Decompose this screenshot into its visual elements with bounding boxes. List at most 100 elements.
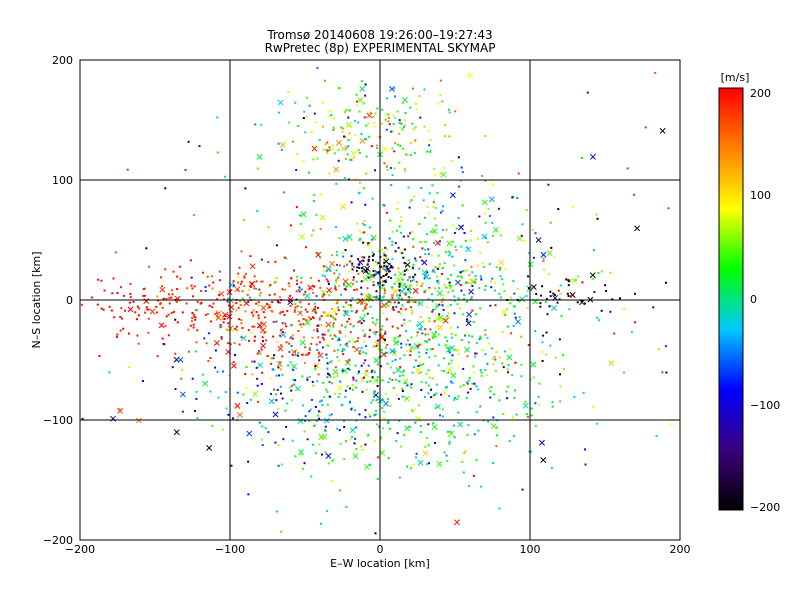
data-point	[253, 325, 256, 328]
data-point	[347, 145, 350, 148]
data-point-cross	[304, 319, 311, 326]
data-point	[244, 373, 247, 375]
data-point	[291, 439, 294, 442]
data-point	[147, 317, 150, 320]
data-point	[333, 334, 336, 337]
data-point	[341, 130, 344, 133]
data-point	[434, 442, 436, 444]
data-point	[419, 241, 422, 243]
data-point	[337, 396, 340, 398]
data-point	[282, 331, 284, 333]
data-point	[483, 288, 486, 291]
data-point	[412, 463, 415, 466]
data-point	[630, 331, 633, 334]
data-point	[375, 409, 378, 412]
data-point	[348, 317, 351, 320]
data-point	[518, 316, 521, 319]
data-point	[325, 357, 328, 360]
data-point	[534, 330, 537, 333]
data-point	[352, 378, 355, 381]
data-point	[330, 114, 333, 116]
data-point	[464, 450, 467, 452]
data-point	[256, 352, 259, 355]
data-point	[385, 211, 388, 214]
data-point	[421, 282, 424, 285]
data-point	[508, 440, 511, 443]
data-point	[402, 305, 405, 308]
data-point	[273, 281, 276, 284]
data-point-cross	[143, 298, 150, 305]
data-point	[332, 458, 335, 461]
data-point	[351, 283, 354, 286]
data-point	[445, 286, 448, 289]
data-point	[390, 266, 392, 269]
data-point	[551, 401, 554, 404]
data-point	[372, 121, 375, 124]
data-point	[654, 71, 657, 74]
data-point	[394, 95, 396, 98]
data-point	[313, 285, 316, 288]
data-point-cross	[481, 199, 488, 206]
data-point	[398, 375, 401, 377]
data-point	[294, 303, 297, 305]
data-point	[404, 119, 407, 122]
data-point	[262, 311, 265, 314]
data-point	[451, 336, 454, 339]
data-point	[507, 385, 510, 388]
data-point	[360, 286, 363, 289]
data-point	[475, 342, 478, 345]
data-point	[252, 315, 255, 318]
data-point	[428, 317, 431, 320]
data-point	[403, 354, 406, 357]
data-point	[246, 402, 249, 404]
data-point	[335, 269, 338, 272]
data-point	[102, 308, 105, 311]
data-point	[401, 278, 404, 281]
data-point	[414, 126, 417, 129]
data-point-cross	[395, 276, 402, 283]
data-point	[156, 295, 159, 298]
data-point	[431, 254, 433, 257]
data-point	[405, 153, 408, 156]
data-point	[499, 268, 502, 271]
data-point	[513, 292, 516, 295]
data-point	[348, 109, 351, 112]
data-point	[393, 350, 396, 353]
data-point	[416, 346, 419, 349]
data-point	[359, 349, 362, 352]
data-point	[460, 276, 463, 279]
data-point	[371, 238, 374, 241]
data-point	[142, 294, 145, 297]
data-point-cross	[342, 278, 349, 285]
data-point	[319, 341, 321, 344]
data-point	[341, 251, 344, 254]
data-point-cross	[467, 72, 474, 79]
data-point	[388, 123, 391, 126]
data-point-cross	[383, 400, 389, 407]
data-point	[314, 452, 317, 455]
data-point	[446, 385, 448, 388]
data-point-cross	[177, 356, 184, 363]
data-point	[274, 441, 277, 444]
data-point	[345, 342, 348, 345]
data-point	[545, 353, 548, 356]
data-point	[596, 316, 599, 319]
data-point	[328, 414, 331, 417]
data-point	[465, 397, 468, 400]
data-point	[181, 410, 184, 413]
data-point	[297, 351, 300, 354]
data-point	[377, 297, 380, 300]
data-point	[609, 271, 612, 274]
data-point	[431, 348, 434, 350]
data-point	[562, 354, 565, 357]
data-point	[460, 339, 463, 342]
data-point	[209, 390, 212, 393]
data-point	[439, 79, 442, 82]
data-point	[262, 340, 264, 343]
data-point	[369, 278, 372, 281]
data-point	[376, 144, 378, 147]
data-point	[203, 337, 206, 340]
data-point	[358, 413, 361, 416]
data-point	[450, 327, 452, 329]
data-point	[336, 263, 338, 266]
